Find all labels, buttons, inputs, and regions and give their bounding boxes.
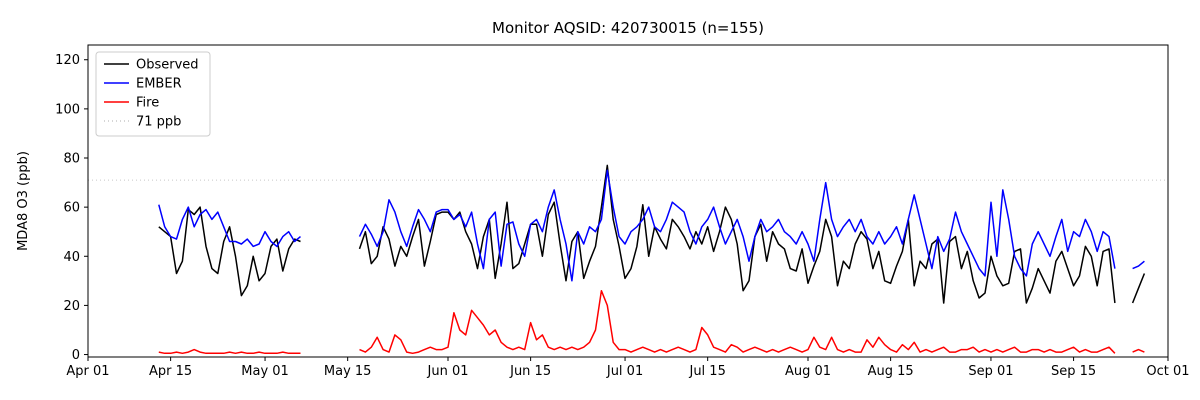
ember-line (158, 204, 301, 248)
x-tick-label: Jul 01 (606, 364, 643, 379)
observed-line (1131, 273, 1146, 304)
fire-line (359, 289, 1116, 355)
x-tick-label: Jun 15 (509, 364, 551, 379)
legend-label: EMBER (136, 77, 182, 92)
x-tick-label: Jun 01 (427, 364, 469, 379)
fire-line (1132, 348, 1145, 353)
x-tick-label: Apr 01 (66, 364, 109, 379)
x-tick-label: Sep 01 (968, 364, 1013, 379)
legend-label: 71 ppb (136, 115, 181, 130)
legend-box (95, 51, 211, 137)
observed-line (358, 164, 1116, 304)
x-tick-label: Aug 01 (785, 364, 831, 379)
x-tick-label: Sep 15 (1051, 364, 1096, 379)
y-tick-label: 40 (63, 250, 80, 265)
x-tick-label: Apr 15 (149, 364, 192, 379)
ember-line (358, 169, 1116, 282)
x-tick-label: Aug 15 (868, 364, 914, 379)
plot-frame (87, 44, 1169, 358)
y-tick-label: 100 (55, 102, 80, 117)
fire-line (158, 348, 301, 355)
legend-label: Observed (136, 58, 199, 73)
x-tick-label: Oct 01 (1146, 364, 1189, 379)
y-axis-label: MDA8 O3 (ppb) (16, 151, 31, 251)
legend-label: Fire (136, 96, 159, 111)
x-tick-label: May 01 (241, 364, 289, 379)
chart-title: Monitor AQSID: 420730015 (n=155) (492, 19, 764, 37)
ember-line (1132, 260, 1145, 270)
x-tick-label: May 15 (324, 364, 372, 379)
y-tick-label: 60 (63, 201, 80, 216)
x-tick-label: Jul 15 (688, 364, 725, 379)
observed-line (158, 206, 301, 297)
y-tick-label: 20 (63, 299, 80, 314)
y-tick-label: 120 (55, 53, 80, 68)
y-tick-label: 0 (72, 348, 80, 363)
y-tick-label: 80 (63, 152, 80, 167)
